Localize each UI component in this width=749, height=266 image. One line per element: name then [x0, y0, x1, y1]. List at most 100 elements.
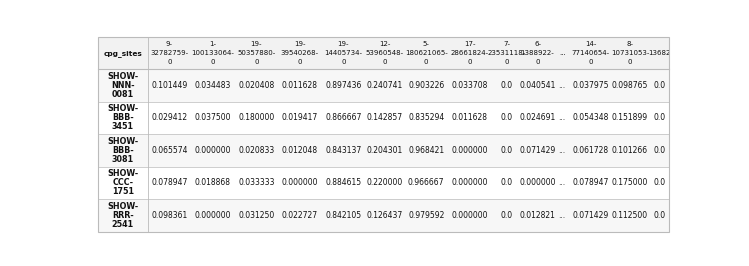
Text: 28661824-: 28661824- — [451, 50, 489, 56]
Text: 50357880-: 50357880- — [237, 50, 276, 56]
Text: 0.0: 0.0 — [500, 178, 512, 187]
Text: 0.0: 0.0 — [654, 146, 666, 155]
Text: 0.842105: 0.842105 — [325, 211, 361, 220]
Text: 19-: 19- — [294, 41, 306, 47]
Text: 0.0: 0.0 — [500, 146, 512, 155]
Text: 0.000000: 0.000000 — [195, 146, 231, 155]
Text: 0.033333: 0.033333 — [238, 178, 275, 187]
Text: CCC-: CCC- — [112, 178, 133, 187]
Text: SHOW-: SHOW- — [107, 137, 139, 146]
Text: 0: 0 — [536, 59, 540, 65]
Text: 0.866667: 0.866667 — [325, 113, 362, 122]
Text: 0.054348: 0.054348 — [572, 113, 609, 122]
Text: 0.0: 0.0 — [500, 113, 512, 122]
Text: ...: ... — [559, 146, 565, 155]
Text: SHOW-: SHOW- — [107, 104, 139, 113]
Text: 5-: 5- — [422, 41, 430, 47]
Text: 2541: 2541 — [112, 220, 134, 229]
Text: 0.884615: 0.884615 — [325, 178, 361, 187]
Text: 0: 0 — [628, 59, 632, 65]
Text: 3081: 3081 — [112, 155, 134, 164]
Text: 0.012048: 0.012048 — [282, 146, 318, 155]
Text: 0.112500: 0.112500 — [612, 211, 648, 220]
Text: 0: 0 — [167, 59, 172, 65]
Text: 0.029412: 0.029412 — [151, 113, 187, 122]
Text: 0.220000: 0.220000 — [366, 178, 403, 187]
Text: 0.011628: 0.011628 — [282, 81, 318, 90]
Text: 23531118-: 23531118- — [488, 50, 526, 56]
Text: 100133064-: 100133064- — [191, 50, 234, 56]
Text: ...: ... — [559, 50, 565, 56]
Text: 17-: 17- — [464, 41, 476, 47]
Text: BBB-: BBB- — [112, 146, 134, 155]
Text: 32782759-: 32782759- — [151, 50, 188, 56]
Text: 19-: 19- — [338, 41, 349, 47]
Text: 0.071429: 0.071429 — [519, 146, 556, 155]
Text: 0.000000: 0.000000 — [452, 178, 488, 187]
Text: ...: ... — [559, 211, 565, 220]
Text: 39540268-: 39540268- — [281, 50, 319, 56]
Text: 0.022727: 0.022727 — [282, 211, 318, 220]
Text: 0.024691: 0.024691 — [519, 113, 556, 122]
Text: 9-: 9- — [166, 41, 173, 47]
Bar — [98, 37, 670, 69]
Text: 0.175000: 0.175000 — [612, 178, 648, 187]
Text: RRR-: RRR- — [112, 211, 134, 220]
Text: 0: 0 — [341, 59, 345, 65]
Text: 1751: 1751 — [112, 188, 134, 197]
Text: 13682: 13682 — [649, 50, 671, 56]
Text: 0.968421: 0.968421 — [408, 146, 444, 155]
Text: 0.098361: 0.098361 — [151, 211, 187, 220]
Text: 12-: 12- — [379, 41, 390, 47]
Text: 53960548-: 53960548- — [366, 50, 404, 56]
Text: 0: 0 — [589, 59, 593, 65]
Text: 0.240741: 0.240741 — [366, 81, 403, 90]
Text: 0.000000: 0.000000 — [452, 146, 488, 155]
Text: ...: ... — [559, 81, 565, 90]
Text: BBB-: BBB- — [112, 113, 134, 122]
Text: 77140654-: 77140654- — [571, 50, 610, 56]
Text: 0.000000: 0.000000 — [282, 178, 318, 187]
Text: 180621065-: 180621065- — [404, 50, 448, 56]
Text: 14405734-: 14405734- — [324, 50, 363, 56]
Text: 0.903226: 0.903226 — [408, 81, 444, 90]
Bar — [98, 199, 670, 232]
Text: 0: 0 — [210, 59, 215, 65]
Text: 10731053-: 10731053- — [611, 50, 649, 56]
Text: 0.020408: 0.020408 — [238, 81, 274, 90]
Bar — [98, 167, 670, 199]
Text: 0.037500: 0.037500 — [195, 113, 231, 122]
Text: 0.101266: 0.101266 — [612, 146, 648, 155]
Text: 0081: 0081 — [112, 90, 134, 99]
Text: 0.078947: 0.078947 — [151, 178, 187, 187]
Text: 0.966667: 0.966667 — [408, 178, 444, 187]
Text: 0.142857: 0.142857 — [367, 113, 403, 122]
Text: cpg_sites: cpg_sites — [103, 50, 142, 57]
Text: 14-: 14- — [585, 41, 596, 47]
Text: 0.011628: 0.011628 — [452, 113, 488, 122]
Text: 0: 0 — [297, 59, 302, 65]
Text: SHOW-: SHOW- — [107, 202, 139, 211]
Text: 0.098765: 0.098765 — [612, 81, 648, 90]
Text: 0.126437: 0.126437 — [366, 211, 403, 220]
Text: 0.078947: 0.078947 — [572, 178, 609, 187]
Text: 0.979592: 0.979592 — [408, 211, 444, 220]
Text: 0.019417: 0.019417 — [282, 113, 318, 122]
Text: 0.020833: 0.020833 — [238, 146, 274, 155]
Text: 0: 0 — [383, 59, 387, 65]
Text: 1-: 1- — [209, 41, 216, 47]
Text: 0.204301: 0.204301 — [366, 146, 403, 155]
Text: 0.151899: 0.151899 — [612, 113, 648, 122]
Text: SHOW-: SHOW- — [107, 169, 139, 178]
Text: 19-: 19- — [250, 41, 262, 47]
Text: NNN-: NNN- — [111, 81, 135, 90]
Text: 0: 0 — [504, 59, 509, 65]
Text: SHOW-: SHOW- — [107, 72, 139, 81]
Text: ...: ... — [559, 113, 565, 122]
Text: 0.101449: 0.101449 — [151, 81, 187, 90]
Text: 0.0: 0.0 — [654, 113, 666, 122]
Text: 8-: 8- — [626, 41, 634, 47]
Text: 0.0: 0.0 — [654, 178, 666, 187]
Bar — [98, 102, 670, 134]
Text: 0.000000: 0.000000 — [519, 178, 556, 187]
